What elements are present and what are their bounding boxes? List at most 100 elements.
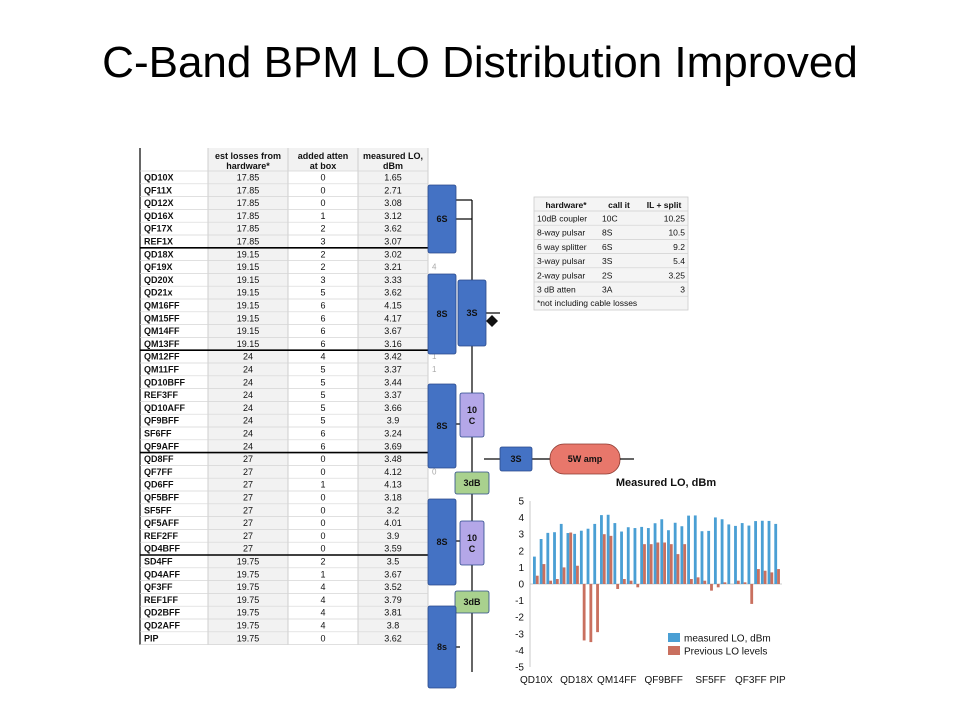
table-row-atten: 0 bbox=[320, 467, 325, 477]
block-10c-1-label: C bbox=[469, 416, 476, 426]
table-row-loss: 19.15 bbox=[237, 301, 260, 311]
table-row-loss: 24 bbox=[243, 441, 253, 451]
table-row-measured: 3.02 bbox=[384, 249, 402, 259]
bar-measured bbox=[760, 520, 764, 584]
block-8s-3-label: 8S bbox=[436, 537, 447, 547]
table-row-measured: 3.81 bbox=[384, 608, 402, 618]
bar-previous bbox=[663, 542, 666, 584]
hw-row-name: 10dB coupler bbox=[537, 214, 587, 224]
table-row-atten: 5 bbox=[320, 288, 325, 298]
bar-measured bbox=[553, 532, 556, 584]
table-row-name: QF3FF bbox=[144, 582, 173, 592]
table-row-measured: 3.8 bbox=[387, 621, 400, 631]
table-row-atten: 2 bbox=[320, 249, 325, 259]
hw-row-callit: 3S bbox=[602, 256, 613, 266]
hardware-table: hardware* call it IL + split 10dB coupler 10… bbox=[533, 196, 689, 311]
bar-measured bbox=[734, 525, 737, 584]
hw-row-name: 6 way splitter bbox=[537, 242, 587, 252]
hw-row-callit: 2S bbox=[602, 270, 613, 280]
side-mark: 0 bbox=[432, 467, 437, 476]
bar-previous bbox=[770, 572, 774, 584]
table-row-name: QD8FF bbox=[144, 454, 174, 464]
bar-previous bbox=[609, 535, 613, 584]
y-tick-label: -5 bbox=[515, 663, 524, 674]
bar-measured bbox=[720, 519, 724, 584]
table-row-measured: 3.62 bbox=[384, 224, 402, 234]
table-row-loss: 17.85 bbox=[237, 224, 260, 234]
table-row-atten: 6 bbox=[320, 441, 325, 451]
side-mark: 4 bbox=[432, 263, 437, 272]
table-row-loss: 19.75 bbox=[237, 569, 260, 579]
bar-measured bbox=[700, 531, 704, 584]
x-tick-label: QF9BFF bbox=[645, 675, 683, 686]
bar-measured bbox=[593, 523, 597, 584]
table-row-atten: 0 bbox=[320, 633, 325, 643]
hw-row-il: 3.25 bbox=[668, 270, 685, 280]
table-row-name: REF2FF bbox=[144, 531, 179, 541]
hw-row-name: 3 dB atten bbox=[537, 285, 576, 295]
hw-header: call it bbox=[608, 200, 630, 210]
bar-measured bbox=[673, 522, 677, 584]
bar-previous bbox=[689, 579, 693, 584]
table-row-measured: 3.59 bbox=[384, 544, 402, 554]
table-row-name: QM12FF bbox=[144, 352, 180, 362]
bar-measured bbox=[586, 528, 590, 584]
table-row-loss: 24 bbox=[243, 390, 253, 400]
bar-measured bbox=[767, 520, 771, 584]
table-row-name: QD12X bbox=[144, 198, 174, 208]
bar-previous bbox=[669, 544, 673, 584]
table-row-measured: 1.65 bbox=[384, 173, 402, 183]
lo-table: est losses from hardware* added atten at bo… bbox=[139, 148, 437, 645]
table-header-cell: added atten at box bbox=[298, 151, 349, 171]
bar-measured bbox=[640, 526, 644, 584]
table-row-loss: 24 bbox=[243, 403, 253, 413]
y-tick-label: 0 bbox=[518, 580, 524, 591]
table-row-measured: 3.42 bbox=[384, 352, 402, 362]
bar-previous bbox=[743, 582, 747, 584]
block-3s-2 bbox=[499, 446, 533, 472]
table-row-name: QM11FF bbox=[144, 365, 180, 375]
bar-previous bbox=[596, 584, 599, 633]
table-header-bg bbox=[208, 148, 428, 171]
x-tick-label: QF3FF bbox=[735, 675, 767, 686]
table-row-measured: 3.37 bbox=[384, 390, 402, 400]
bar-previous bbox=[696, 577, 700, 584]
table-row-atten: 6 bbox=[320, 313, 325, 323]
table-row-measured: 3.07 bbox=[384, 237, 402, 247]
table-row-atten: 5 bbox=[320, 390, 325, 400]
table-row-loss: 19.15 bbox=[237, 275, 260, 285]
block-8s-4 bbox=[427, 605, 457, 689]
diamond-connector bbox=[486, 315, 498, 327]
table-row-atten: 0 bbox=[320, 518, 325, 528]
table-row-measured: 3.9 bbox=[387, 531, 400, 541]
block-5w-amp-label: 5W amp bbox=[568, 454, 603, 464]
table-row-name: QD2BFF bbox=[144, 608, 181, 618]
bar-previous bbox=[736, 580, 740, 584]
table-row-measured: 3.67 bbox=[384, 326, 402, 336]
hw-row-il: 10.25 bbox=[664, 214, 686, 224]
table-row-loss: 24 bbox=[243, 365, 253, 375]
table-row-atten: 2 bbox=[320, 262, 325, 272]
table-row-loss: 27 bbox=[243, 480, 253, 490]
bar-previous bbox=[602, 534, 606, 584]
block-6s bbox=[427, 184, 457, 254]
table-row-name: QD4BFF bbox=[144, 544, 181, 554]
column-shade bbox=[358, 171, 428, 645]
hw-row-name: 8-way pulsar bbox=[537, 228, 585, 238]
bar-measured bbox=[707, 530, 711, 584]
bar-previous bbox=[562, 567, 566, 584]
bar-previous bbox=[589, 584, 593, 643]
table-row-measured: 3.62 bbox=[384, 633, 402, 643]
bar-previous bbox=[569, 532, 573, 584]
table-row-measured: 3.12 bbox=[384, 211, 402, 221]
table-row-atten: 0 bbox=[320, 198, 325, 208]
table-row-name: REF3FF bbox=[144, 390, 179, 400]
x-tick-label: QM14FF bbox=[597, 675, 636, 686]
table-row-atten: 0 bbox=[320, 505, 325, 515]
y-tick-label: 2 bbox=[518, 546, 524, 557]
block-3s-2-label: 3S bbox=[510, 454, 521, 464]
y-tick-label: -1 bbox=[515, 596, 524, 607]
table-row-loss: 19.15 bbox=[237, 313, 260, 323]
bar-previous bbox=[616, 584, 620, 589]
